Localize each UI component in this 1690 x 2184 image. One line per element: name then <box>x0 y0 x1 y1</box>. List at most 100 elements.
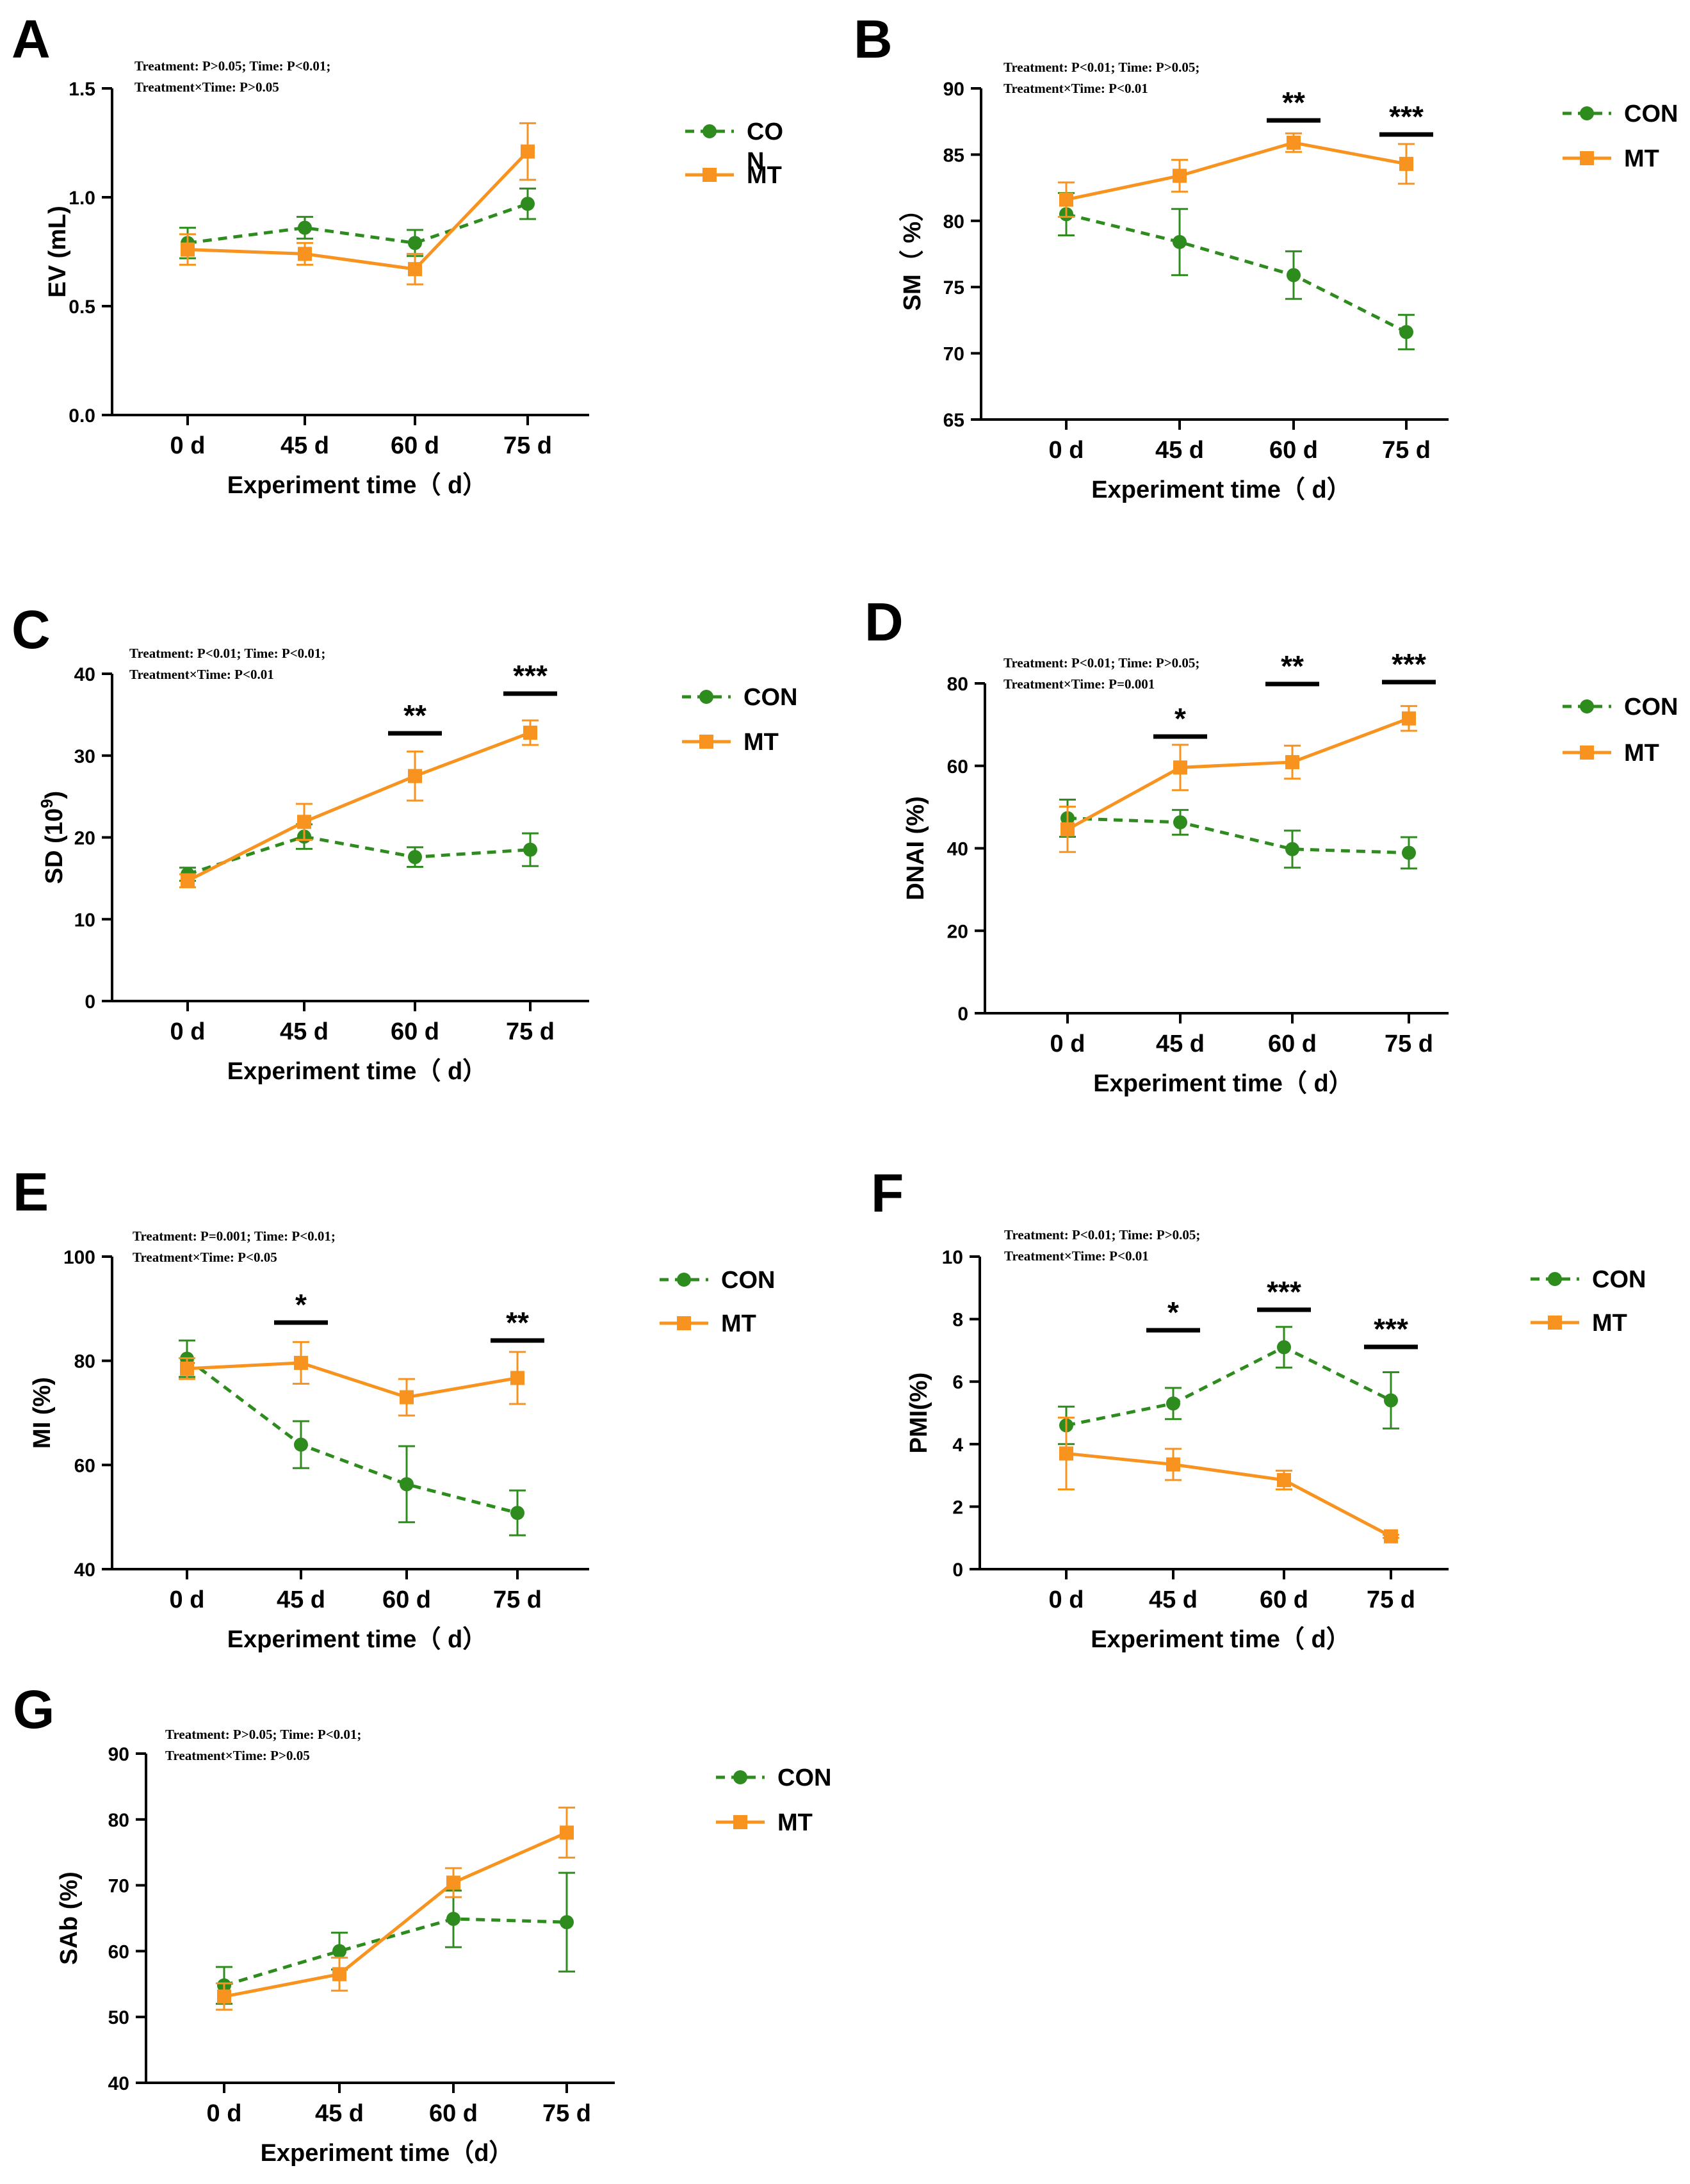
significance-marker: * <box>1153 702 1207 739</box>
y-tick-label: 6 <box>952 1372 963 1393</box>
y-tick-label: 70 <box>943 344 964 365</box>
x-axis-label: Experiment time（ d） <box>227 472 487 499</box>
data-point <box>400 1477 414 1492</box>
y-tick-label: 75 <box>943 277 964 298</box>
x-tick-label: 45 d <box>1156 1031 1205 1057</box>
y-axis-label: EV (mL) <box>44 206 71 298</box>
data-point <box>1277 1472 1291 1487</box>
x-axis-label: Experiment time（ d） <box>1091 477 1351 503</box>
stats-annotation: Treatment: P>0.05; Time: P<0.01; <box>134 58 330 74</box>
x-tick-label: 45 d <box>277 1586 325 1613</box>
series-line <box>223 1917 567 1987</box>
data-point <box>1060 822 1075 836</box>
data-point <box>521 197 535 211</box>
legend-entry: CON <box>682 684 797 711</box>
legend-entry: MT <box>1563 740 1659 767</box>
series-CON <box>1058 1326 1399 1446</box>
x-tick-label: 75 d <box>503 432 552 459</box>
chart-panel-F: F Treatment: P<0.01; Time: P>0.05; Treatme… <box>871 1163 1646 1653</box>
legend-entry: CON <box>716 1764 831 1791</box>
legend-label: MT <box>747 162 782 189</box>
data-point <box>408 769 422 783</box>
data-point <box>298 220 312 235</box>
x-tick-label: 75 d <box>542 2100 591 2127</box>
y-tick-label: 40 <box>74 1560 95 1581</box>
data-point <box>408 850 422 865</box>
data-point <box>180 1361 194 1376</box>
stats-annotation: Treatment×Time: P<0.05 <box>133 1250 277 1265</box>
legend-label: N <box>747 148 764 175</box>
significance-marker: ** <box>388 699 442 736</box>
y-tick-label: 60 <box>74 1455 95 1476</box>
significance-marker: * <box>1146 1296 1200 1333</box>
legend-marker <box>1548 1272 1562 1286</box>
legend-label: MT <box>1624 145 1659 172</box>
chart-panel-A: A Treatment: P>0.05; Time: P<0.01; Treatme… <box>12 9 783 499</box>
x-tick-label: 75 d <box>1382 437 1431 464</box>
significance-marker: *** <box>1379 100 1433 137</box>
series-CON <box>1059 799 1417 870</box>
y-tick-label: 80 <box>108 1810 129 1831</box>
data-point <box>1285 754 1299 769</box>
y-tick-label: 80 <box>947 674 968 695</box>
stats-annotation: Treatment: P<0.01; Time: P>0.05; <box>1003 60 1199 75</box>
data-point <box>521 144 535 159</box>
y-tick-label: 0 <box>957 1004 968 1025</box>
legend-label: CON <box>721 1267 775 1294</box>
stats-annotation: Treatment×Time: P=0.001 <box>1003 676 1155 692</box>
data-point <box>523 842 537 857</box>
significance-label: * <box>1167 1296 1179 1329</box>
data-point <box>1384 1393 1398 1408</box>
y-tick-label: 0.0 <box>69 405 95 427</box>
stats-annotation: Treatment×Time: P>0.05 <box>134 79 279 95</box>
panel-letter: C <box>12 599 51 660</box>
y-tick-label: 60 <box>947 756 968 778</box>
y-axis-label: SAb (%) <box>56 1871 83 1965</box>
legend-entry: CON <box>660 1267 775 1294</box>
y-tick-label: 40 <box>947 839 968 860</box>
series-line <box>1066 717 1410 831</box>
chart-panel-G: G Treatment: P>0.05; Time: P<0.01; Treatme… <box>13 1679 831 2167</box>
x-tick-label: 60 d <box>1268 1031 1317 1057</box>
series-line <box>223 1831 568 1998</box>
stats-annotation: Treatment: P=0.001; Time: P<0.01; <box>133 1228 336 1244</box>
legend-label: MT <box>777 1809 813 1836</box>
legend-entry: CON <box>685 118 783 175</box>
legend-marker <box>1580 746 1594 760</box>
data-point <box>332 1944 346 1959</box>
legend-entry: CON <box>1563 101 1678 127</box>
y-axis-label: PMI(%) <box>906 1373 932 1454</box>
data-point <box>1287 135 1301 150</box>
data-point <box>446 1875 460 1890</box>
legend-label: MT <box>721 1310 756 1337</box>
data-point <box>1173 815 1187 829</box>
significance-marker: * <box>274 1288 328 1325</box>
data-point <box>1166 1457 1180 1472</box>
data-point <box>297 815 311 829</box>
chart-panel-B: B Treatment: P<0.01; Time: P>0.05; Treatme… <box>854 9 1678 503</box>
x-tick-label: 0 d <box>170 1018 206 1045</box>
data-point <box>1173 234 1187 249</box>
data-point <box>408 262 422 277</box>
legend-marker <box>733 1770 747 1784</box>
legend-label: MT <box>1592 1310 1627 1337</box>
panel-letter: E <box>13 1162 49 1222</box>
y-tick-label: 70 <box>108 1876 129 1897</box>
legend-entry: MT <box>660 1310 756 1337</box>
x-tick-label: 45 d <box>280 432 329 459</box>
legend-marker <box>1548 1316 1562 1330</box>
y-tick-label: 2 <box>952 1497 963 1518</box>
x-tick-label: 75 d <box>493 1586 542 1613</box>
series-line <box>187 835 531 876</box>
legend-marker <box>677 1273 691 1287</box>
x-tick-label: 0 d <box>170 1586 205 1613</box>
y-tick-label: 90 <box>943 79 964 100</box>
legend-marker <box>703 124 717 138</box>
data-point <box>1059 1446 1073 1461</box>
y-tick-label: 10 <box>942 1247 963 1268</box>
series-MT <box>1059 705 1417 853</box>
y-tick-label: 60 <box>108 1941 129 1962</box>
y-tick-label: 10 <box>74 909 95 931</box>
significance-marker: ** <box>1267 86 1320 123</box>
